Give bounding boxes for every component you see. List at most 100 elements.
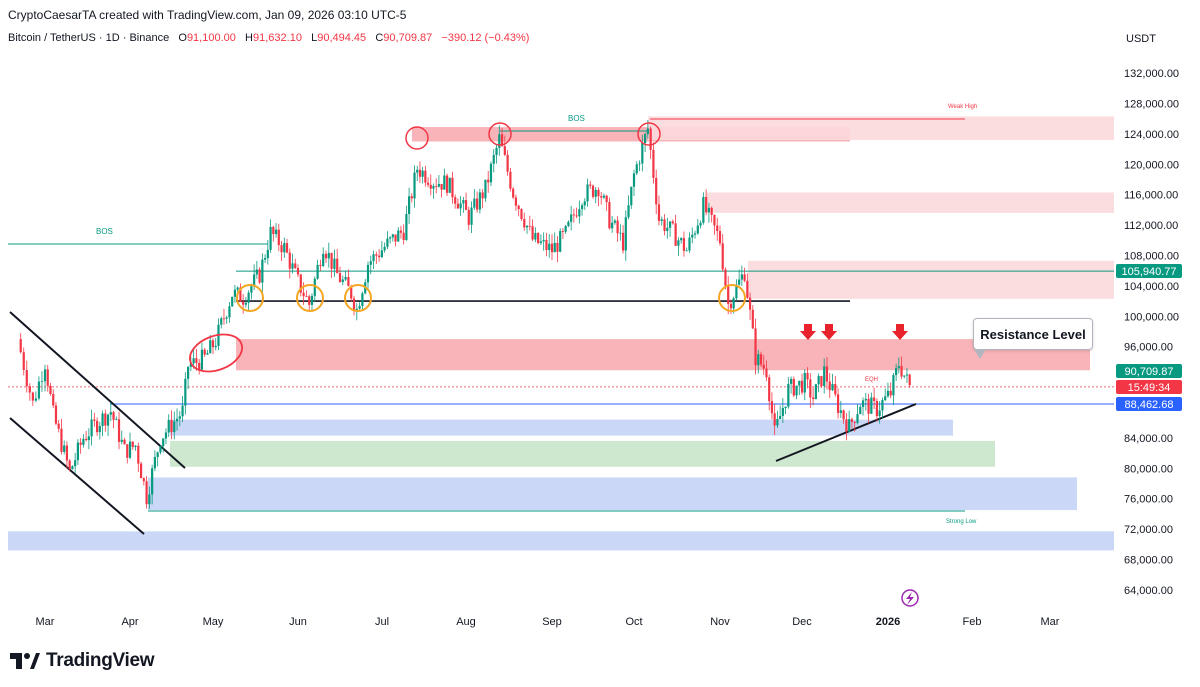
candle-body — [74, 460, 77, 467]
candle-body — [330, 252, 333, 269]
candle-body — [85, 438, 88, 441]
support-test-circle-0 — [236, 284, 264, 312]
candle-body — [242, 301, 245, 305]
candle-body — [611, 222, 614, 229]
candles-layer — [19, 119, 911, 509]
candle-body — [478, 192, 481, 210]
candle-body — [897, 366, 900, 369]
candle-body — [34, 398, 37, 401]
candle-body — [358, 305, 361, 309]
candle-body — [60, 428, 63, 452]
candle-body — [531, 226, 534, 240]
candle-body — [545, 239, 548, 251]
candle-body — [509, 171, 512, 189]
candle-body — [831, 384, 834, 391]
support-test-circle-3 — [718, 284, 746, 312]
candle-body — [173, 421, 176, 433]
candle-body — [779, 415, 782, 420]
candle-body — [643, 134, 647, 144]
candle-body — [299, 274, 302, 293]
candle-body — [244, 302, 248, 305]
x-tick-label: Apr — [121, 616, 138, 628]
candle-body — [386, 238, 389, 247]
symbol-name[interactable]: Bitcoin / TetherUS · 1D · Binance — [8, 32, 170, 44]
candle-body — [283, 243, 286, 253]
candle-body — [732, 298, 735, 309]
candle-body — [583, 201, 586, 206]
resistance-level-text: Resistance Level — [980, 326, 1086, 342]
candle-body — [512, 188, 515, 198]
candle-body — [277, 229, 280, 246]
candle-body — [274, 229, 278, 235]
candle-body — [57, 423, 60, 429]
candle-body — [605, 195, 608, 203]
tradingview-logo[interactable]: TradingView — [10, 650, 155, 672]
y-tick-label: 68,000.00 — [1124, 555, 1173, 567]
candle-body — [594, 189, 597, 197]
price-tag-text: 88,462.68 — [1125, 399, 1174, 411]
candle-body — [688, 237, 691, 251]
candle-body — [556, 242, 559, 252]
x-axis[interactable]: Mar Apr May Jun Jul Aug Sep Oct Nov Dec 2026 Feb Mar — [36, 616, 1060, 628]
candle-body — [206, 353, 209, 355]
candle-body — [288, 252, 291, 269]
swing-high-circle-1 — [488, 122, 512, 146]
candle-body — [156, 452, 159, 458]
candle-body — [209, 340, 212, 354]
candle-body — [768, 377, 771, 402]
y-axis[interactable]: 132,000.00 128,000.00 124,000.00 120,000.00… — [1124, 68, 1179, 597]
chart-credit: CryptoCaesarTA created with TradingView.… — [8, 8, 407, 22]
high-label: H — [245, 32, 253, 44]
candle-body — [784, 406, 787, 408]
candle-body — [162, 438, 165, 447]
candle-body — [811, 397, 815, 400]
candle-body — [875, 400, 879, 417]
candle-body — [159, 446, 162, 453]
candle-body — [853, 421, 856, 423]
candle-body — [523, 218, 526, 228]
candle-body — [37, 381, 41, 399]
breakout-ellipse — [189, 333, 243, 373]
candle-body — [817, 376, 820, 385]
candle-body — [253, 274, 256, 287]
candle-body — [597, 189, 600, 197]
candle-body — [71, 466, 74, 470]
candle-body — [200, 349, 204, 370]
candle-body — [308, 296, 311, 305]
candle-body — [845, 419, 848, 432]
candle-body — [850, 419, 854, 422]
candle-body — [520, 209, 523, 219]
candle-body — [263, 258, 267, 260]
zone-4 — [236, 339, 1090, 371]
candle-body — [559, 231, 562, 252]
x-tick-label: Jul — [375, 616, 389, 628]
candle-body — [366, 264, 370, 283]
candle-body — [873, 397, 876, 401]
y-tick-label: 116,000.00 — [1124, 190, 1178, 202]
candle-body — [671, 221, 674, 224]
candle-body — [123, 439, 126, 445]
eqh-label: EQH — [865, 377, 878, 383]
candle-body — [550, 243, 554, 253]
candle-body — [316, 264, 319, 279]
lightning-icon[interactable] — [901, 589, 919, 607]
candle-body — [25, 369, 28, 387]
candle-body — [859, 406, 862, 415]
candle-body — [432, 185, 435, 189]
candle-body — [338, 273, 342, 283]
candle-body — [19, 339, 22, 353]
candle-body — [372, 254, 375, 262]
candle-body — [646, 128, 649, 135]
candle-body — [117, 419, 121, 442]
candle-body — [443, 175, 446, 190]
support-test-circle-1 — [296, 284, 324, 312]
candle-body — [164, 432, 168, 439]
candle-body — [481, 192, 484, 199]
candle-body — [682, 238, 686, 251]
candle-body — [836, 394, 840, 413]
candle-body — [49, 385, 52, 394]
candle-body — [167, 419, 170, 433]
close-value: 90,709.87 — [383, 32, 433, 44]
candle-body — [220, 318, 223, 325]
